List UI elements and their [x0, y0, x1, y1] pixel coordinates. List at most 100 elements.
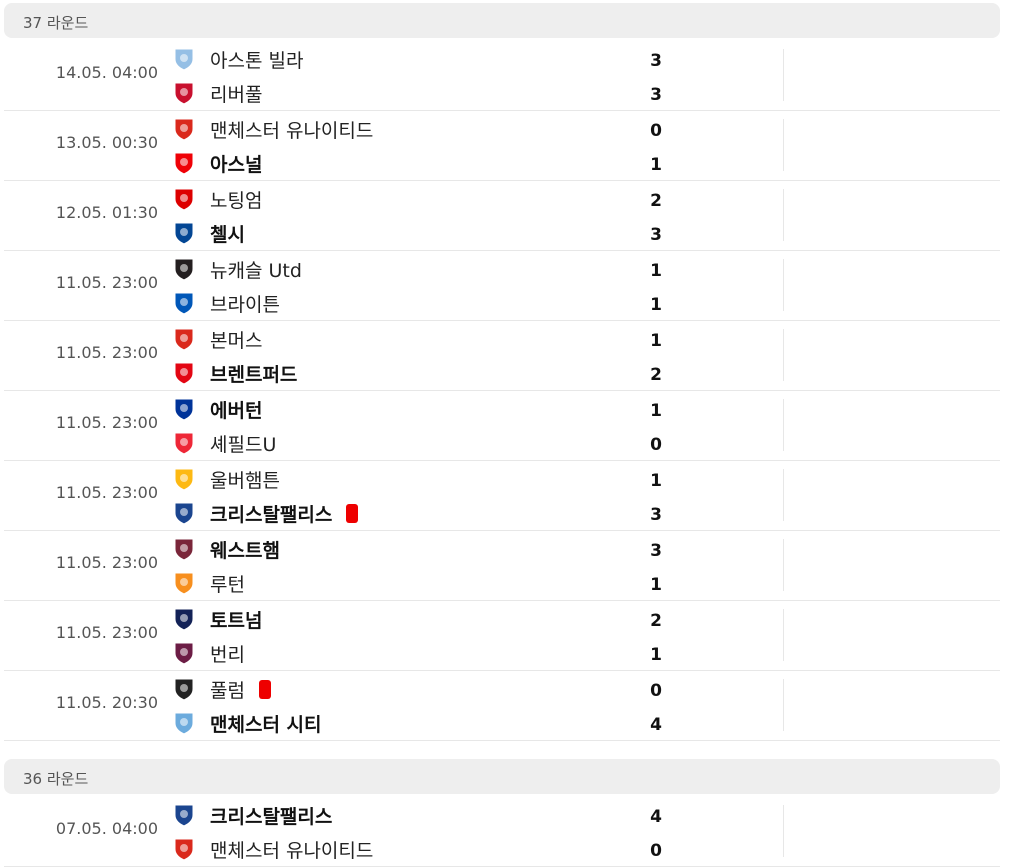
away-team[interactable]: 루턴 — [172, 568, 245, 598]
home-score: 2 — [650, 191, 662, 211]
home-score: 1 — [650, 401, 662, 421]
match-row[interactable]: 11.05. 23:00 토트넘 2 번리 1 — [4, 600, 1000, 671]
home-team-name: 맨체스터 유나이티드 — [210, 119, 374, 142]
home-team[interactable]: 울버햄튼 — [172, 464, 280, 494]
match-row[interactable]: 12.05. 01:30 노팅엄 2 첼시 3 — [4, 180, 1000, 251]
match-time: 07.05. 04:00 — [55, 819, 158, 838]
away-team-name: 루턴 — [210, 573, 245, 596]
match-row[interactable]: 11.05. 20:30 풀럼 0 맨체스터 시티 4 — [4, 670, 1000, 741]
divider — [783, 805, 784, 857]
away-team[interactable]: 맨체스터 유나이티드 — [172, 834, 373, 864]
home-team-name: 풀럼 — [210, 679, 245, 702]
luton-crest — [172, 571, 196, 595]
home-team-name: 울버햄튼 — [210, 469, 280, 492]
away-team[interactable]: 셰필드U — [172, 428, 276, 458]
away-team[interactable]: 번리 — [172, 638, 245, 668]
away-team-name: 브렌트퍼드 — [210, 363, 298, 386]
newcastle-crest — [172, 257, 196, 281]
match-time: 11.05. 23:00 — [55, 553, 158, 572]
home-score: 3 — [650, 51, 662, 71]
brentford-crest — [172, 361, 196, 385]
divider — [783, 399, 784, 451]
match-row[interactable]: 13.05. 00:30 맨체스터 유나이티드 0 아스널 1 — [4, 110, 1000, 181]
home-team[interactable]: 아스톤 빌라 — [172, 44, 303, 74]
away-team-name: 맨체스터 시티 — [210, 713, 322, 736]
away-team-name: 맨체스터 유나이티드 — [210, 839, 374, 862]
match-time: 11.05. 23:00 — [55, 343, 158, 362]
man-utd-crest — [172, 117, 196, 141]
away-team[interactable]: 리버풀 — [172, 78, 262, 108]
match-time: 11.05. 23:00 — [55, 413, 158, 432]
match-row[interactable]: 11.05. 23:00 뉴캐슬 Utd 1 브라이튼 1 — [4, 250, 1000, 321]
away-team-name: 번리 — [210, 643, 245, 666]
home-team-name: 본머스 — [210, 329, 263, 352]
match-time: 14.05. 04:00 — [55, 63, 158, 82]
away-team[interactable]: 첼시 — [172, 218, 245, 248]
everton-crest — [172, 397, 196, 421]
away-team[interactable]: 브렌트퍼드 — [172, 358, 297, 388]
away-score: 4 — [650, 715, 662, 735]
away-team[interactable]: 브라이튼 — [172, 288, 280, 318]
away-score: 0 — [650, 435, 662, 455]
home-team[interactable]: 노팅엄 — [172, 184, 262, 214]
away-score: 2 — [650, 365, 662, 385]
away-team[interactable]: 아스널 — [172, 148, 262, 178]
round-header[interactable]: 36 라운드 — [4, 759, 1000, 794]
nottingham-crest — [172, 187, 196, 211]
crystal-palace-crest — [172, 501, 196, 525]
match-time: 11.05. 23:00 — [55, 483, 158, 502]
home-team[interactable]: 웨스트햄 — [172, 534, 280, 564]
home-score: 1 — [650, 261, 662, 281]
away-team[interactable]: 크리스탈팰리스 — [172, 498, 359, 528]
away-score: 3 — [650, 225, 662, 245]
liverpool-crest — [172, 81, 196, 105]
sheffield-crest — [172, 431, 196, 455]
divider — [783, 119, 784, 171]
away-team-name: 리버풀 — [210, 83, 263, 106]
match-row[interactable]: 11.05. 23:00 웨스트햄 3 루턴 1 — [4, 530, 1000, 601]
bournemouth-crest — [172, 327, 196, 351]
away-team[interactable]: 맨체스터 시티 — [172, 708, 322, 738]
man-city-crest — [172, 711, 196, 735]
match-time: 11.05. 20:30 — [55, 693, 158, 712]
home-team[interactable]: 본머스 — [172, 324, 262, 354]
divider — [783, 539, 784, 591]
match-time: 12.05. 01:30 — [55, 203, 158, 222]
home-team[interactable]: 에버턴 — [172, 394, 262, 424]
red-card-icon — [346, 503, 359, 523]
fulham-crest — [172, 677, 196, 701]
home-team[interactable]: 풀럼 — [172, 674, 271, 704]
tottenham-crest — [172, 607, 196, 631]
match-row[interactable]: 07.05. 04:00 크리스탈팰리스 4 맨체스터 유나이티드 0 — [4, 796, 1000, 867]
divider — [783, 189, 784, 241]
home-team-name: 토트넘 — [210, 609, 263, 632]
away-team-name: 아스널 — [210, 153, 263, 176]
divider — [783, 329, 784, 381]
divider — [783, 259, 784, 311]
away-team-name: 브라이튼 — [210, 293, 280, 316]
home-team-name: 노팅엄 — [210, 189, 263, 212]
home-team-name: 에버턴 — [210, 399, 263, 422]
man-utd-crest — [172, 837, 196, 861]
home-team[interactable]: 맨체스터 유나이티드 — [172, 114, 373, 144]
home-team[interactable]: 뉴캐슬 Utd — [172, 254, 302, 284]
home-score: 0 — [650, 681, 662, 701]
match-row[interactable]: 14.05. 04:00 아스톤 빌라 3 리버풀 3 — [4, 40, 1000, 111]
red-card-icon — [258, 679, 271, 699]
away-team-name: 셰필드U — [210, 433, 277, 456]
away-score: 3 — [650, 505, 662, 525]
round-header[interactable]: 37 라운드 — [4, 3, 1000, 38]
match-row[interactable]: 11.05. 23:00 본머스 1 브렌트퍼드 2 — [4, 320, 1000, 391]
burnley-crest — [172, 641, 196, 665]
match-row[interactable]: 11.05. 23:00 에버턴 1 셰필드U 0 — [4, 390, 1000, 461]
wolves-crest — [172, 467, 196, 491]
home-score: 1 — [650, 331, 662, 351]
home-team[interactable]: 크리스탈팰리스 — [172, 800, 332, 830]
aston-villa-crest — [172, 47, 196, 71]
home-team[interactable]: 토트넘 — [172, 604, 262, 634]
away-score: 3 — [650, 85, 662, 105]
home-score: 2 — [650, 611, 662, 631]
match-row[interactable]: 11.05. 23:00 울버햄튼 1 크리스탈팰리스 3 — [4, 460, 1000, 531]
away-score: 0 — [650, 841, 662, 861]
home-score: 0 — [650, 121, 662, 141]
